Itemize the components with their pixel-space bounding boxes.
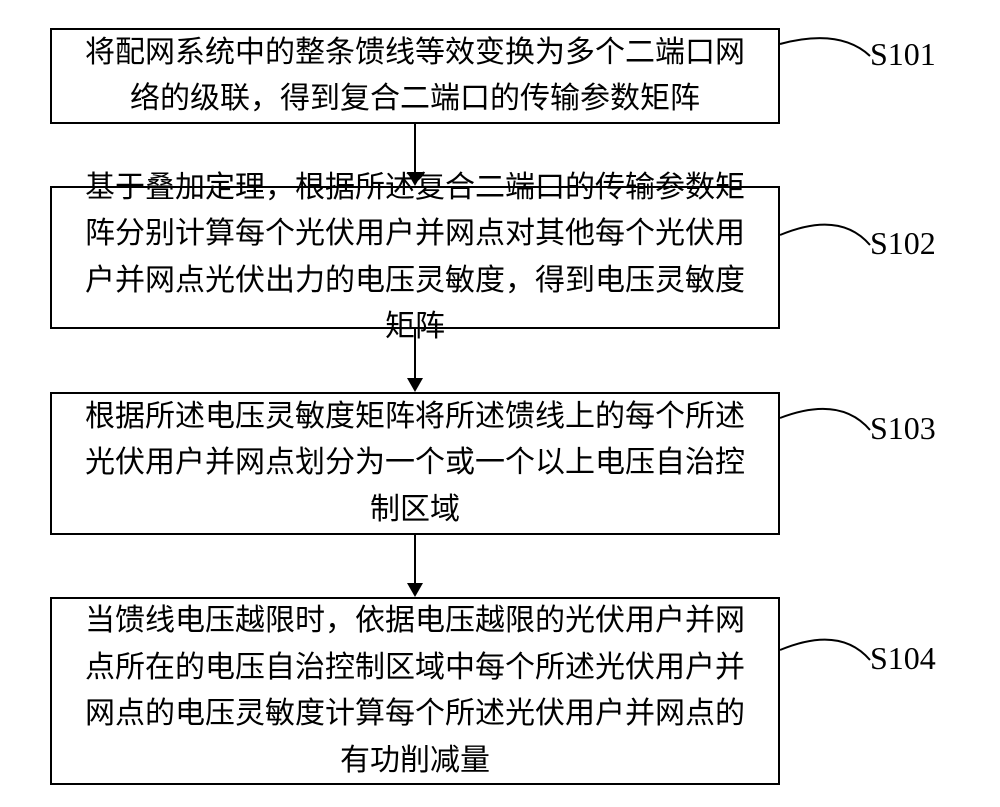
step-label-s104: S104 bbox=[870, 640, 936, 677]
step-label-s103: S103 bbox=[870, 410, 936, 447]
step-label-s102: S102 bbox=[870, 225, 936, 262]
step-label-text-s102: S102 bbox=[870, 225, 936, 261]
flowchart-canvas: 将配网系统中的整条馈线等效变换为多个二端口网络的级联，得到复合二端口的传输参数矩… bbox=[0, 0, 1000, 807]
leader-s104 bbox=[0, 0, 1000, 807]
step-label-text-s104: S104 bbox=[870, 640, 936, 676]
step-label-text-s101: S101 bbox=[870, 36, 936, 72]
step-label-s101: S101 bbox=[870, 36, 936, 73]
step-label-text-s103: S103 bbox=[870, 410, 936, 446]
